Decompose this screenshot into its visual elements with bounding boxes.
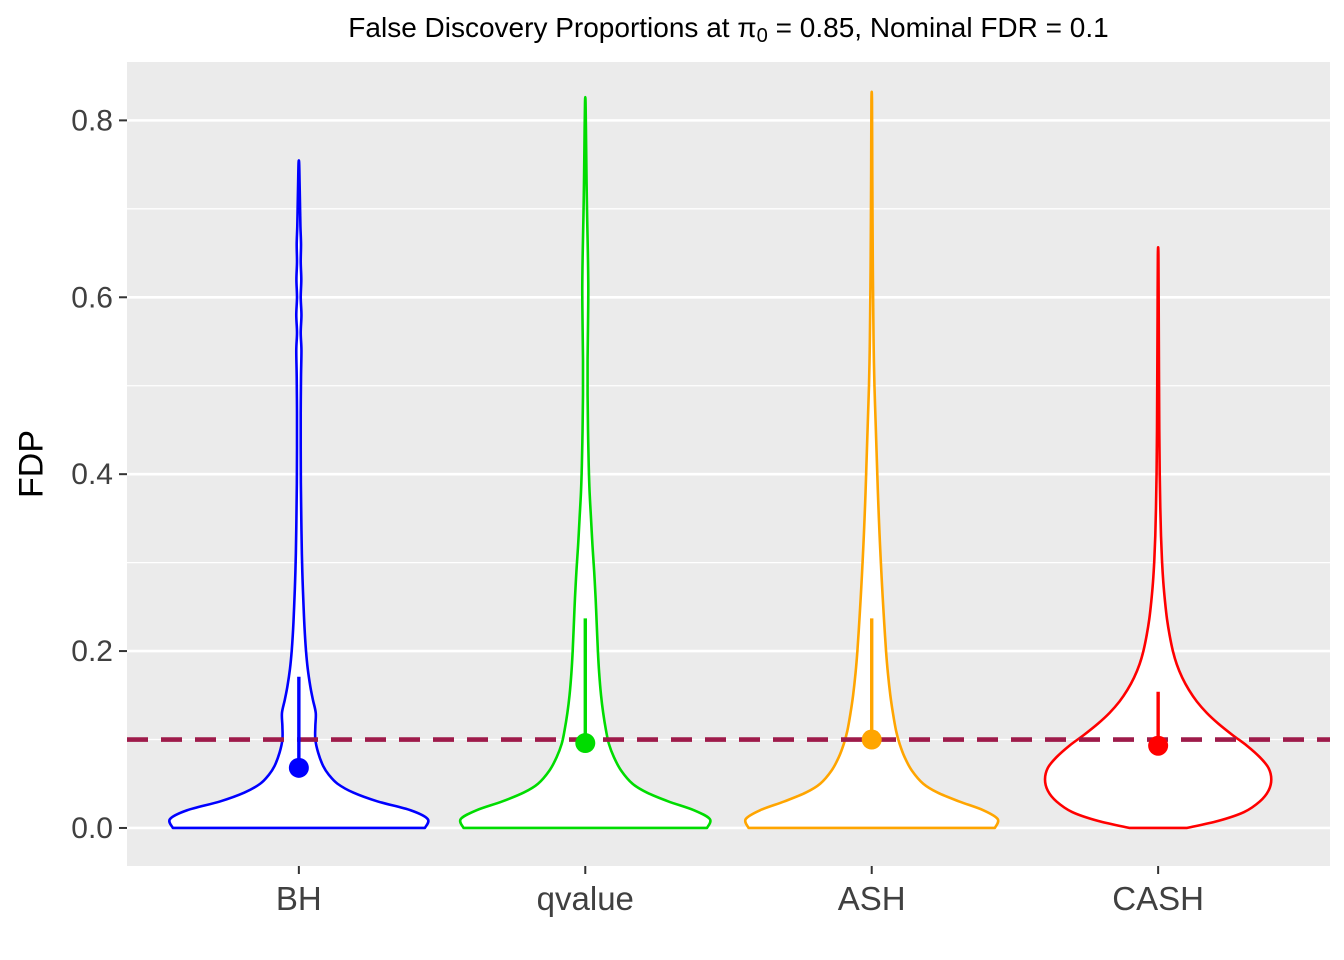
violin-ash bbox=[743, 90, 1000, 830]
mean-point-bh bbox=[288, 757, 309, 778]
x-axis-label-cash: CASH bbox=[1112, 880, 1204, 917]
y-tick-label: 0.0 bbox=[71, 812, 113, 845]
x-axis-label-qvalue: qvalue bbox=[537, 880, 634, 917]
x-axis-label-ash: ASH bbox=[838, 880, 906, 917]
y-tick-label: 0.4 bbox=[71, 458, 113, 491]
chart-title-subscript: 0 bbox=[756, 25, 768, 48]
y-tick-label: 0.6 bbox=[71, 281, 113, 314]
mean-point-ash bbox=[861, 729, 882, 750]
chart-title: False Discovery Proportions at π0 = 0.85… bbox=[127, 12, 1330, 48]
violin-cash bbox=[1043, 245, 1273, 830]
mean-point-cash bbox=[1148, 735, 1169, 756]
chart-title-suffix: = 0.85, Nominal FDR = 0.1 bbox=[767, 12, 1109, 43]
y-tick-label: 0.2 bbox=[71, 635, 113, 668]
chart-title-prefix: False Discovery Proportions at π bbox=[348, 12, 757, 43]
x-axis-label-bh: BH bbox=[276, 880, 322, 917]
y-tick-label: 0.8 bbox=[71, 104, 113, 137]
violin-qvalue bbox=[458, 95, 712, 830]
mean-point-qvalue bbox=[575, 733, 596, 754]
violin-bh bbox=[168, 159, 430, 830]
